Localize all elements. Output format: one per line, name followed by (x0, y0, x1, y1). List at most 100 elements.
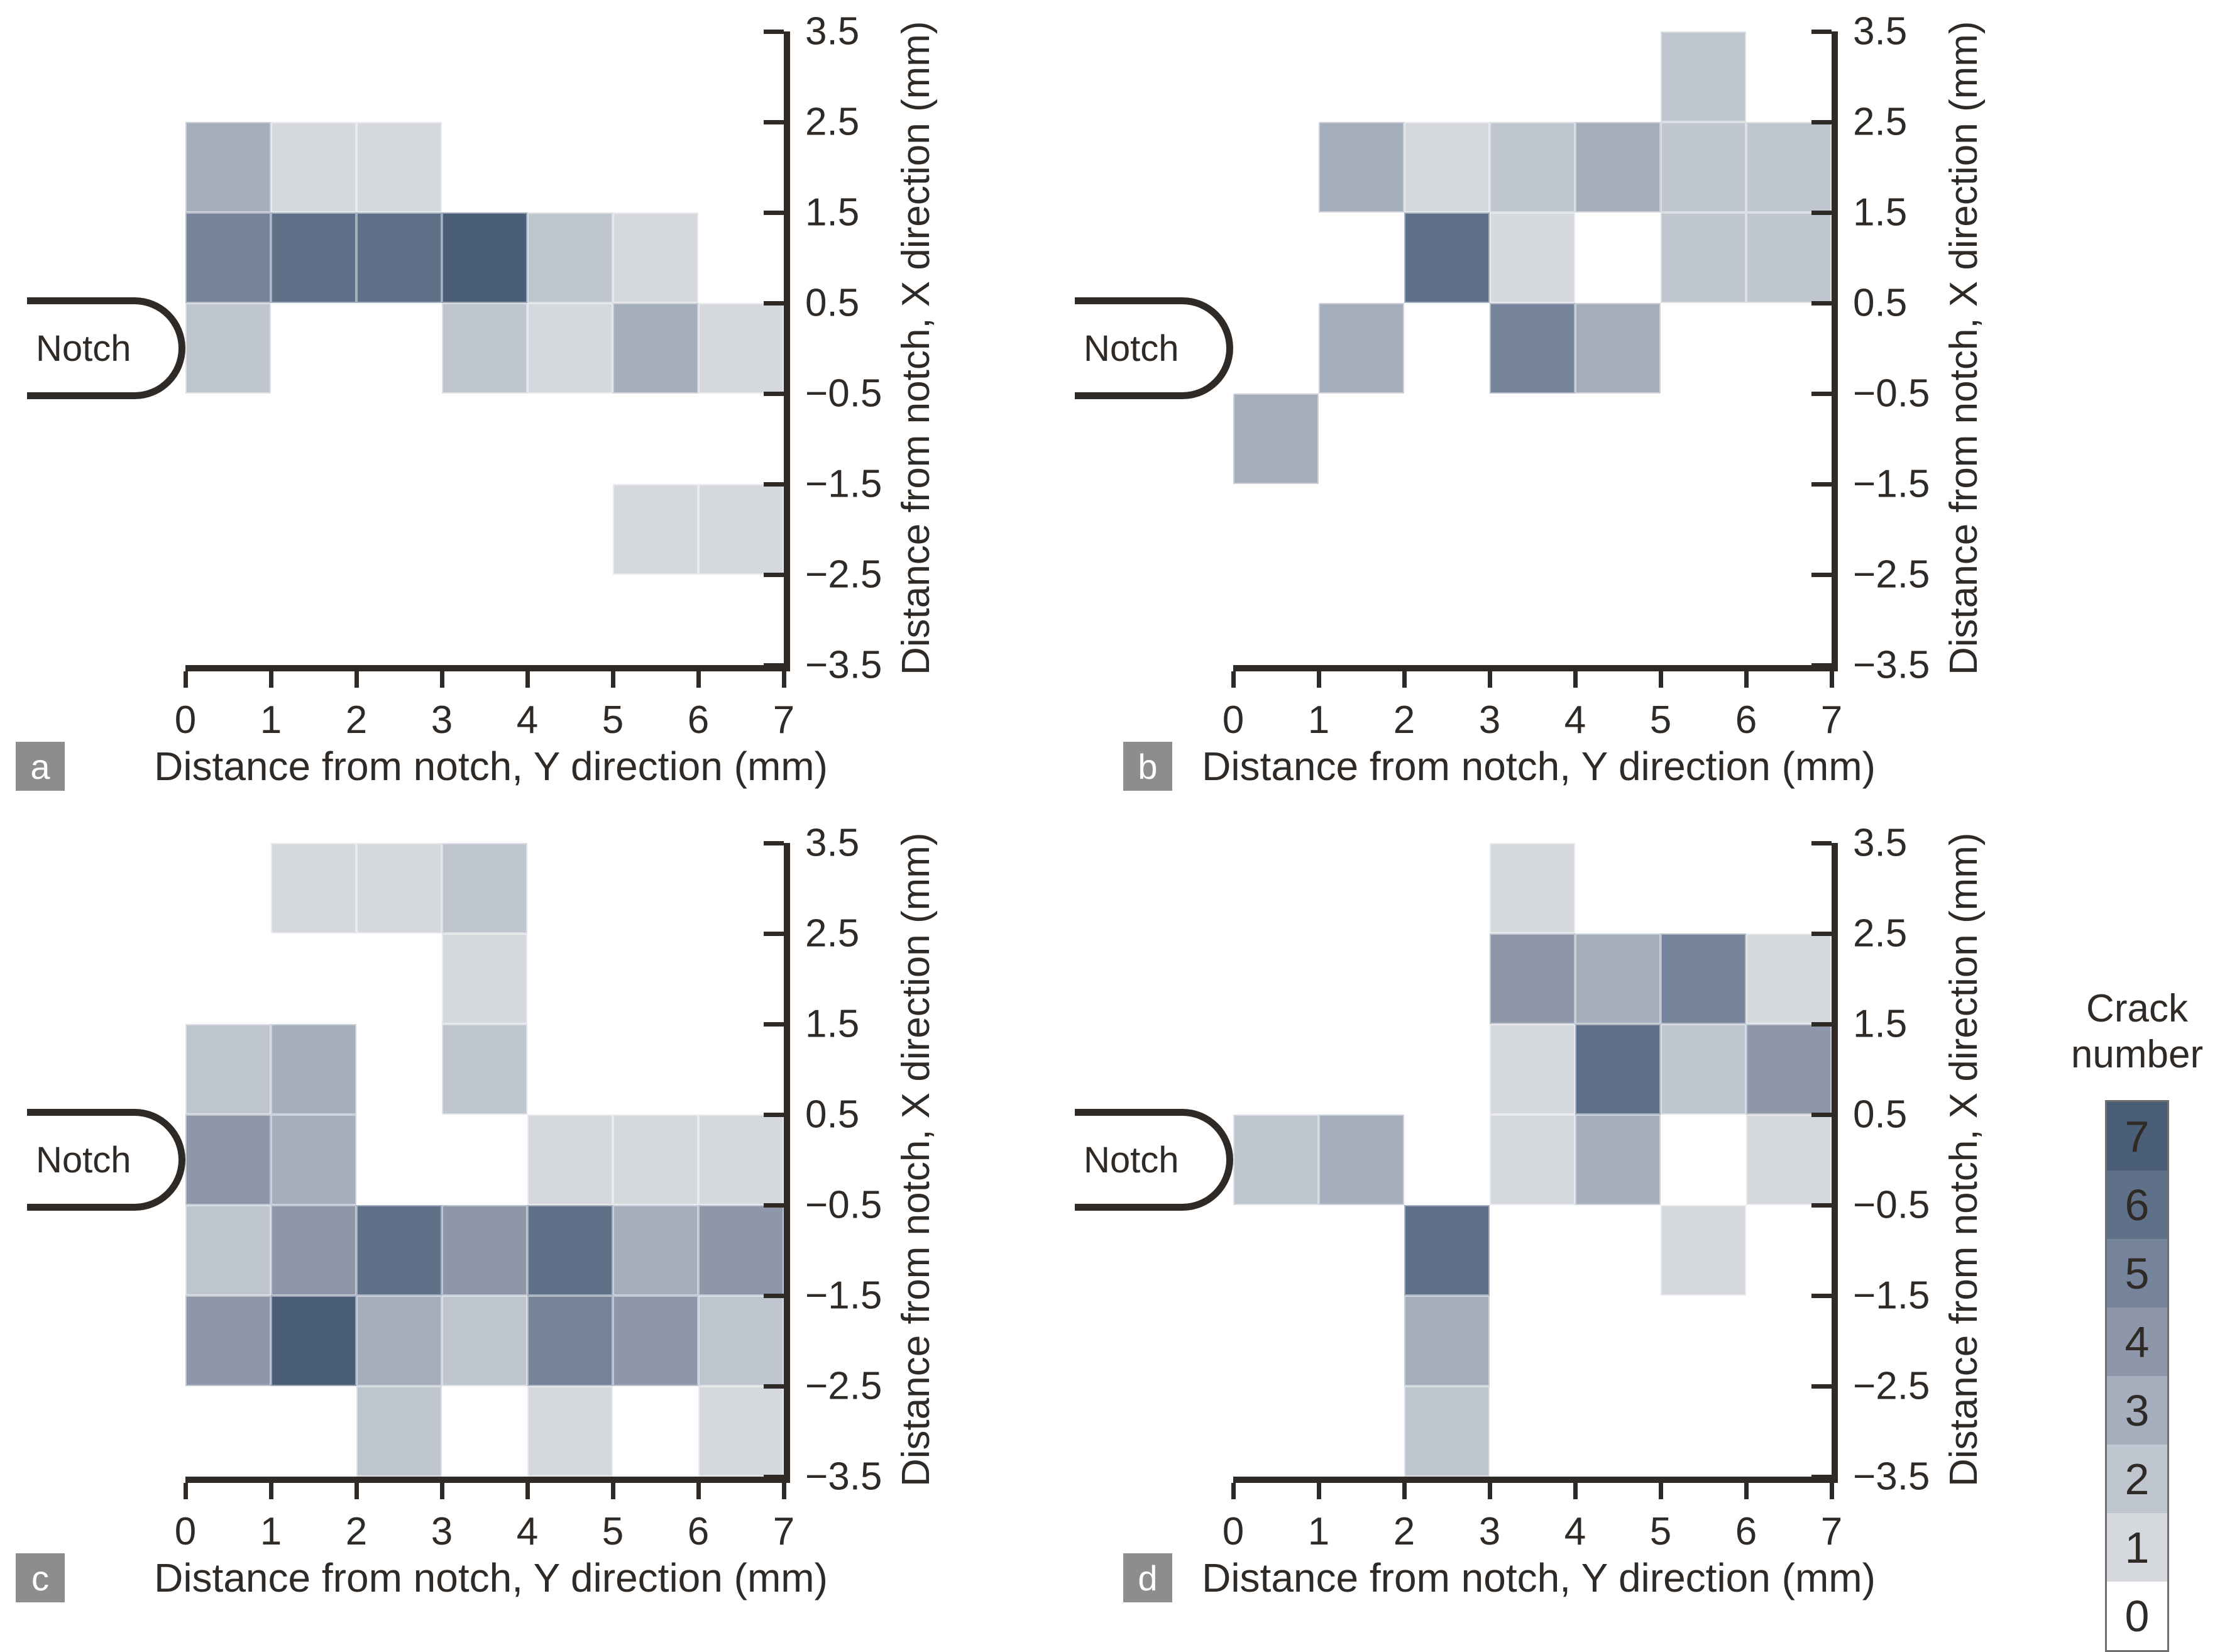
heatmap-cell (1575, 933, 1661, 1024)
heatmap-plot (185, 843, 790, 1483)
heatmap-cell (271, 1024, 356, 1115)
heatmap-plot (1233, 31, 1838, 671)
y-axis-tick (764, 30, 784, 34)
colorbar-legend: Crack number 7 6 5 4 3 2 1 0 (2068, 986, 2206, 1652)
y-axis-tick (1811, 1294, 1832, 1298)
heatmap-cell (271, 1296, 356, 1386)
colorbar-value: 7 (2124, 1111, 2150, 1161)
heatmap-cell (442, 212, 527, 303)
heatmap-cell (1490, 1115, 1575, 1205)
y-tick-label: 3.5 (1853, 9, 1908, 53)
heatmap-cell (698, 303, 784, 394)
notch-label: Notch (36, 328, 131, 369)
heatmap-plot (1233, 843, 1838, 1483)
heatmap-cell (1319, 1115, 1404, 1205)
heatmap-cell (1661, 31, 1746, 122)
heatmap-cell (698, 1205, 784, 1296)
heatmap-cell (613, 212, 698, 303)
heatmap-cell (1404, 1386, 1490, 1477)
colorbar: 7 6 5 4 3 2 1 0 (2105, 1100, 2169, 1652)
colorbar-swatch: 7 (2107, 1102, 2167, 1171)
y-tick-label: −0.5 (1853, 1183, 1930, 1227)
y-axis-tick (764, 120, 784, 124)
x-axis-title: Distance from notch, Y direction (mm) (1202, 744, 1876, 789)
x-tick-label: 3 (1478, 698, 1501, 742)
heatmap-cell (271, 843, 356, 933)
heatmap-cell (1404, 1205, 1490, 1296)
y-tick-label: 0.5 (805, 1093, 860, 1137)
heatmap-cell (356, 1296, 442, 1386)
heatmap-cell (1490, 843, 1575, 933)
heatmap-cell (698, 484, 784, 575)
x-tick-label: 1 (1307, 1510, 1330, 1553)
y-axis-tick (1811, 573, 1832, 577)
heatmap-cell (527, 1115, 613, 1205)
notch-label: Notch (36, 1139, 131, 1181)
y-tick-label: −3.5 (805, 1455, 882, 1499)
y-tick-label: 3.5 (1853, 821, 1908, 865)
x-axis-tick (1231, 1483, 1236, 1499)
x-tick-label: 3 (1478, 1510, 1501, 1553)
heatmap-cell (613, 1115, 698, 1205)
x-axis-tick (1744, 1483, 1749, 1499)
y-tick-label: 3.5 (805, 9, 860, 53)
y-axis-tick (764, 392, 784, 396)
heatmap-cell (613, 1205, 698, 1296)
x-axis-tick (1402, 1483, 1407, 1499)
y-axis-tick (1811, 301, 1832, 306)
x-tick-label: 6 (687, 1510, 710, 1553)
y-tick-label: −0.5 (805, 372, 882, 416)
heatmap-cell (356, 1386, 442, 1477)
y-axis-tick (764, 1384, 784, 1389)
heatmap-cell (1575, 1115, 1661, 1205)
y-tick-label: −2.5 (805, 553, 882, 597)
heatmap-cell (1661, 933, 1746, 1024)
legend-title: Crack number (2068, 986, 2206, 1077)
heatmap-cell (1404, 1296, 1490, 1386)
x-tick-label: 7 (1820, 1510, 1843, 1553)
y-axis-tick (764, 1113, 784, 1117)
heatmap-cell (1404, 122, 1490, 212)
x-tick-label: 1 (1307, 698, 1330, 742)
x-axis-tick (184, 671, 188, 688)
heatmap-cell (1661, 1205, 1746, 1296)
y-tick-label: 2.5 (805, 100, 860, 144)
x-tick-label: 1 (260, 698, 282, 742)
heatmap-cell (613, 1296, 698, 1386)
x-axis-tick (1573, 671, 1578, 688)
y-tick-label: −3.5 (805, 643, 882, 687)
x-axis-tick (440, 671, 444, 688)
heatmap-cell (1661, 122, 1746, 212)
x-tick-label: 6 (1735, 1510, 1757, 1553)
x-axis-tick (440, 1483, 444, 1499)
y-axis-tick (764, 1022, 784, 1027)
x-tick-label: 6 (1735, 698, 1757, 742)
x-axis-tick (1573, 1483, 1578, 1499)
x-axis-tick (611, 1483, 615, 1499)
x-tick-label: 4 (516, 698, 539, 742)
y-axis-title: Distance from notch, X direction (mm) (894, 832, 938, 1487)
heatmap-cell (1746, 1024, 1832, 1115)
heatmap-cell (698, 1296, 784, 1386)
y-tick-label: −1.5 (805, 462, 882, 506)
y-axis-tick (1811, 211, 1832, 215)
y-tick-label: 3.5 (805, 821, 860, 865)
heatmap-cell (185, 303, 271, 394)
x-tick-label: 0 (174, 1510, 197, 1553)
x-tick-label: 7 (772, 698, 795, 742)
colorbar-value: 5 (2124, 1248, 2150, 1298)
heatmap-cell (1746, 212, 1832, 303)
x-tick-label: 5 (602, 1510, 624, 1553)
y-axis-tick (764, 663, 784, 668)
y-tick-label: 0.5 (1853, 281, 1908, 325)
x-axis-tick (1317, 1483, 1321, 1499)
x-axis-title: Distance from notch, Y direction (mm) (1202, 1555, 1876, 1600)
colorbar-swatch: 2 (2107, 1445, 2167, 1514)
y-axis-tick (764, 1475, 784, 1479)
colorbar-swatch: 4 (2107, 1308, 2167, 1377)
heatmap-cell (1746, 1115, 1832, 1205)
heatmap-cell (527, 1205, 613, 1296)
x-axis-tick (355, 1483, 359, 1499)
x-axis-tick (1830, 671, 1834, 688)
y-axis-tick (1811, 841, 1832, 845)
